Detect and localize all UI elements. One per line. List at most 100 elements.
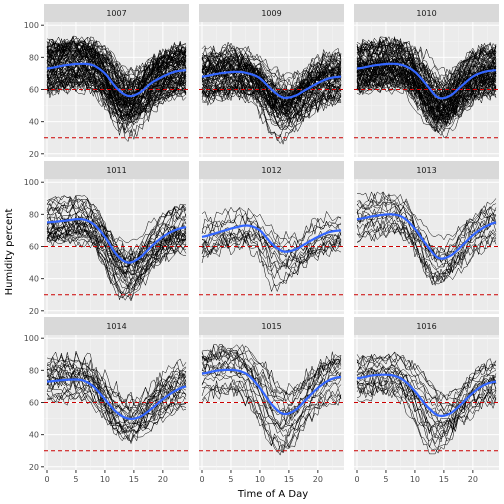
day-line xyxy=(46,351,187,408)
day-line xyxy=(201,230,342,270)
day-line xyxy=(356,222,497,273)
x-tick-label: 15 xyxy=(284,475,294,484)
day-line xyxy=(356,353,497,402)
day-line xyxy=(201,378,342,438)
day-line xyxy=(201,67,342,92)
day-line xyxy=(201,54,342,111)
x-tick-label: 5 xyxy=(228,475,233,484)
day-line xyxy=(356,384,497,455)
day-line xyxy=(201,361,342,426)
panel-1016: 1016 0 5 10 15 20 xyxy=(354,317,499,484)
grid xyxy=(44,22,189,157)
day-line xyxy=(201,234,342,270)
x-tick-label: 0 xyxy=(44,475,49,484)
strip-label: 1010 xyxy=(416,9,436,18)
day-line xyxy=(201,373,342,432)
day-line xyxy=(356,224,497,268)
x-tick-label: 5 xyxy=(73,475,78,484)
strip-label: 1011 xyxy=(106,166,126,175)
day-line xyxy=(201,345,342,396)
x-tick-label: 10 xyxy=(410,475,420,484)
y-tick-label: 100 xyxy=(24,178,39,187)
x-tick-label: 10 xyxy=(100,475,110,484)
day-line xyxy=(356,355,497,429)
y-tick-label: 100 xyxy=(24,21,39,30)
day-line xyxy=(46,55,186,118)
smooth-line xyxy=(201,368,342,416)
panel-1014: 1014 20 40 60 80 100 0 5 10 15 20 xyxy=(24,317,189,484)
x-tick-label: 15 xyxy=(129,475,139,484)
day-line xyxy=(201,362,342,444)
x-tick-label: 15 xyxy=(439,475,449,484)
day-line xyxy=(201,76,342,125)
day-line xyxy=(201,384,342,456)
day-line xyxy=(46,43,187,106)
y-tick-label: 20 xyxy=(29,307,39,316)
day-line xyxy=(201,83,342,122)
smooth-line xyxy=(46,62,187,98)
day-line xyxy=(356,76,497,134)
y-tick-label: 40 xyxy=(29,431,39,440)
day-line xyxy=(201,85,342,113)
day-line xyxy=(201,84,342,138)
day-line xyxy=(46,367,187,415)
strip-1013 xyxy=(354,161,499,179)
strip-1011 xyxy=(44,161,189,179)
y-tick-label: 100 xyxy=(24,334,39,343)
day-line xyxy=(46,48,187,88)
panel-1010: 1010 xyxy=(354,4,499,157)
day-line xyxy=(46,79,187,115)
day-line xyxy=(46,392,187,442)
day-line xyxy=(201,373,342,453)
strip-label: 1009 xyxy=(261,9,281,18)
smooth-line xyxy=(46,218,187,264)
x-tick-label: 20 xyxy=(158,475,168,484)
day-line xyxy=(201,233,342,272)
day-line xyxy=(201,206,342,269)
smooth-line xyxy=(201,224,342,253)
day-line xyxy=(46,46,187,105)
y-tick-label: 80 xyxy=(29,366,39,375)
smooth-line xyxy=(46,378,187,421)
strip-1010 xyxy=(354,4,499,22)
day-line xyxy=(201,79,342,130)
day-line xyxy=(356,80,497,133)
strip-1009 xyxy=(199,4,344,22)
day-line xyxy=(201,59,342,121)
day-line xyxy=(201,234,342,274)
panel-1011: 1011 20 40 60 80 100 xyxy=(24,161,189,316)
day-line xyxy=(356,220,497,280)
day-line xyxy=(356,205,497,270)
day-line xyxy=(201,228,342,254)
y-tick-label: 80 xyxy=(29,53,39,62)
day-line xyxy=(46,73,187,132)
smooth-line xyxy=(356,62,497,100)
day-line xyxy=(46,53,187,99)
day-line xyxy=(46,234,187,284)
day-line xyxy=(201,346,342,396)
strip-label: 1007 xyxy=(106,9,126,18)
day-line xyxy=(356,39,497,87)
day-line xyxy=(201,380,342,453)
x-axis-title: Time of A Day xyxy=(237,489,308,500)
day-line xyxy=(356,43,497,83)
strip-label: 1015 xyxy=(261,322,281,331)
raw-series xyxy=(201,206,342,293)
day-line xyxy=(201,344,342,405)
day-line xyxy=(46,73,187,131)
day-line xyxy=(46,69,187,116)
panel-1007: 1007 20 40 60 80 100 xyxy=(24,4,189,159)
day-line xyxy=(46,197,187,256)
day-line xyxy=(46,202,187,279)
day-line xyxy=(201,47,342,82)
x-tick-label: 10 xyxy=(255,475,265,484)
strip-1007 xyxy=(44,4,189,22)
panel-1012: 1012 xyxy=(199,161,344,314)
day-line xyxy=(46,227,187,276)
day-line xyxy=(46,364,187,429)
y-tick-label: 80 xyxy=(29,210,39,219)
day-line xyxy=(356,50,497,118)
day-line xyxy=(356,353,497,412)
day-line xyxy=(47,393,187,433)
raw-series xyxy=(201,344,342,456)
